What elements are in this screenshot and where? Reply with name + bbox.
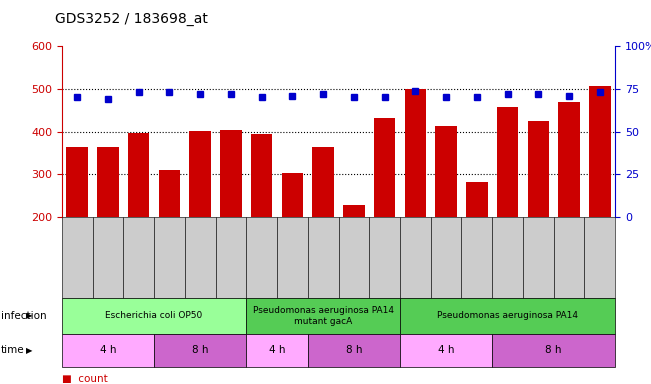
Bar <box>282 173 303 217</box>
Bar <box>589 86 611 217</box>
Bar <box>66 147 88 217</box>
Bar <box>436 126 457 217</box>
Text: Pseudomonas aeruginosa PA14
mutant gacA: Pseudomonas aeruginosa PA14 mutant gacA <box>253 306 394 326</box>
Bar <box>220 130 242 217</box>
Text: Escherichia coli OP50: Escherichia coli OP50 <box>105 311 202 320</box>
Bar <box>497 107 518 217</box>
Text: 4 h: 4 h <box>100 345 117 356</box>
Bar <box>559 102 580 217</box>
Text: GDS3252 / 183698_at: GDS3252 / 183698_at <box>55 12 208 25</box>
Bar <box>312 147 334 217</box>
Bar <box>251 134 272 217</box>
Bar <box>343 205 365 217</box>
Text: 8 h: 8 h <box>192 345 208 356</box>
Text: infection: infection <box>1 311 46 321</box>
Text: time: time <box>1 345 24 356</box>
Text: 8 h: 8 h <box>546 345 562 356</box>
Text: ■  count: ■ count <box>62 374 107 384</box>
Bar <box>374 118 395 217</box>
Text: ▶: ▶ <box>26 311 33 320</box>
Bar <box>189 131 211 217</box>
Bar <box>97 147 118 217</box>
Bar <box>466 182 488 217</box>
Text: 8 h: 8 h <box>346 345 362 356</box>
Bar <box>527 121 549 217</box>
Text: 4 h: 4 h <box>269 345 285 356</box>
Text: Pseudomonas aeruginosa PA14: Pseudomonas aeruginosa PA14 <box>437 311 578 320</box>
Bar <box>128 133 150 217</box>
Text: 4 h: 4 h <box>438 345 454 356</box>
Bar <box>405 89 426 217</box>
Bar <box>159 170 180 217</box>
Text: ▶: ▶ <box>26 346 33 355</box>
